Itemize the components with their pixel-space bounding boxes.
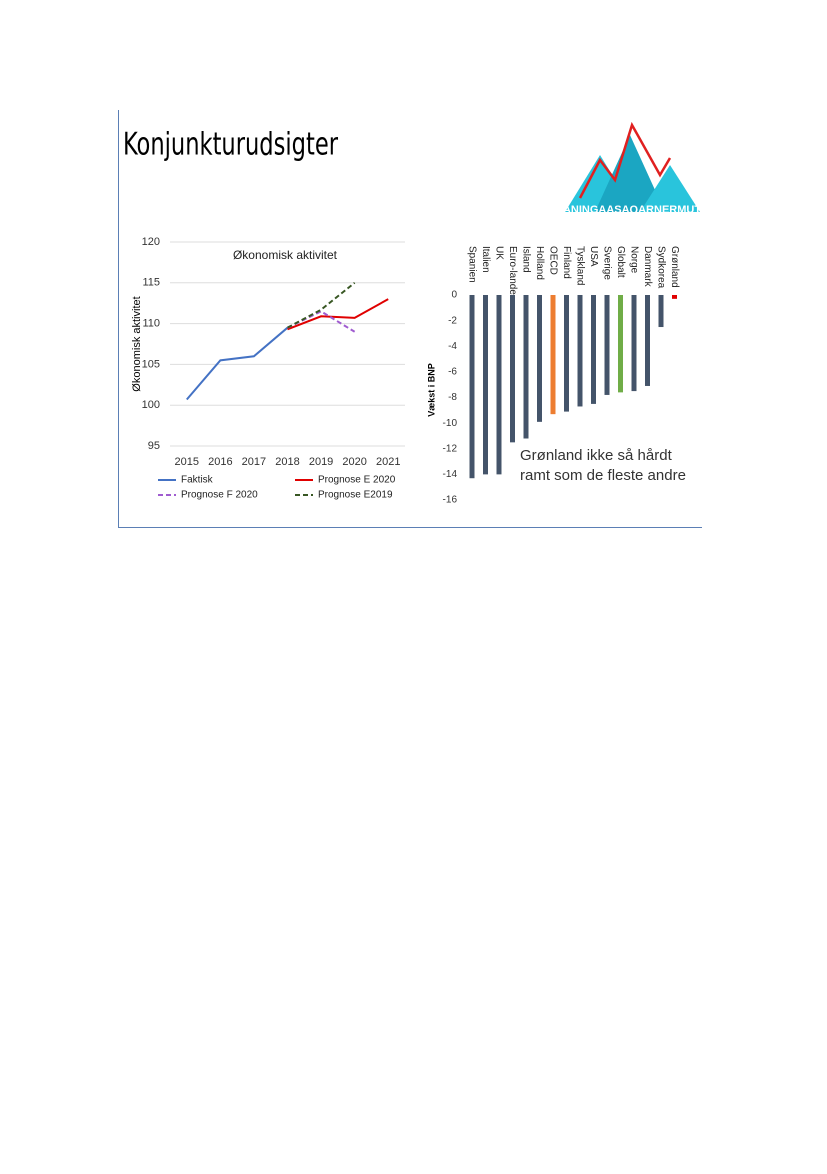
bar — [469, 295, 475, 479]
bar — [604, 295, 610, 395]
y-tick-label: 115 — [142, 277, 160, 289]
y-tick-label: -12 — [443, 443, 458, 454]
y-tick-label: -16 — [443, 495, 458, 506]
x-tick-label: 2021 — [376, 456, 400, 468]
bar — [523, 295, 529, 439]
y-axis-label: Vækst i BNP — [426, 363, 436, 417]
bar — [618, 295, 623, 393]
y-tick-label: -10 — [443, 418, 458, 429]
bar — [658, 295, 664, 328]
bar — [550, 295, 556, 415]
x-tick-label: 2019 — [309, 456, 333, 468]
category-label: Tyskland — [574, 246, 585, 285]
x-tick-label: 2017 — [242, 456, 266, 468]
category-label: Island — [520, 246, 531, 273]
logo-text: ANINGAASAQARNERMUT — [563, 204, 701, 216]
y-tick-label: -14 — [443, 469, 458, 480]
bar — [496, 295, 502, 475]
bar — [577, 295, 583, 407]
annotation: ramt som de fleste andre — [520, 467, 686, 484]
chart-title: Økonomisk aktivitet — [233, 248, 338, 262]
bar — [564, 295, 569, 412]
y-tick-label: -2 — [448, 315, 457, 326]
category-label: Finland — [561, 246, 572, 279]
y-axis-label: Økonomisk aktivitet — [131, 296, 143, 391]
legend-label: Prognose E2019 — [318, 490, 393, 501]
series-line — [287, 282, 356, 329]
category-label: OECD — [547, 246, 558, 275]
y-tick-label: -6 — [448, 367, 457, 378]
logo: ANINGAASAQARNERMUT — [563, 121, 701, 216]
category-label: Italien — [480, 246, 491, 273]
x-tick-label: 2016 — [208, 456, 232, 468]
x-tick-label: 2015 — [175, 456, 199, 468]
series-line — [186, 326, 289, 401]
slide-title: Konjunkturudsigter — [123, 127, 338, 163]
y-tick-label: 0 — [451, 290, 457, 301]
category-label: Holland — [534, 246, 545, 280]
y-tick-label: 105 — [142, 358, 160, 370]
category-label: Globalt — [615, 246, 626, 278]
bar — [510, 295, 515, 443]
charts: Økonomisk aktivitet Økonomisk aktivitet 95… — [131, 236, 686, 506]
category-label: Sverige — [601, 246, 612, 280]
y-tick-label: -8 — [448, 392, 457, 403]
x-tick-label: 2018 — [275, 456, 299, 468]
bar — [537, 295, 542, 422]
category-label: Norge — [628, 246, 639, 274]
category-label: Euro-lande — [507, 246, 518, 295]
bar — [645, 295, 650, 386]
bar — [631, 295, 637, 392]
category-label: Sydkorea — [655, 246, 666, 289]
category-label: Danmark — [642, 246, 653, 288]
category-label: Grønland — [669, 246, 680, 288]
legend-label: Prognose E 2020 — [318, 475, 396, 486]
y-tick-label: 120 — [142, 236, 160, 248]
y-tick-label: 100 — [142, 399, 160, 411]
bar — [672, 295, 677, 299]
x-tick-label: 2020 — [342, 456, 366, 468]
bar — [483, 295, 488, 475]
y-tick-label: 110 — [142, 318, 160, 330]
annotation: Grønland ikke så hårdt — [520, 447, 673, 464]
bar — [591, 295, 596, 404]
category-label: Spanien — [466, 246, 477, 283]
legend-label: Faktisk — [181, 475, 214, 486]
category-label: USA — [588, 246, 599, 267]
category-label: UK — [493, 246, 504, 260]
series-line — [287, 298, 389, 331]
legend-label: Prognose F 2020 — [181, 490, 258, 501]
y-tick-label: 95 — [148, 440, 160, 452]
y-tick-label: -4 — [448, 341, 457, 352]
